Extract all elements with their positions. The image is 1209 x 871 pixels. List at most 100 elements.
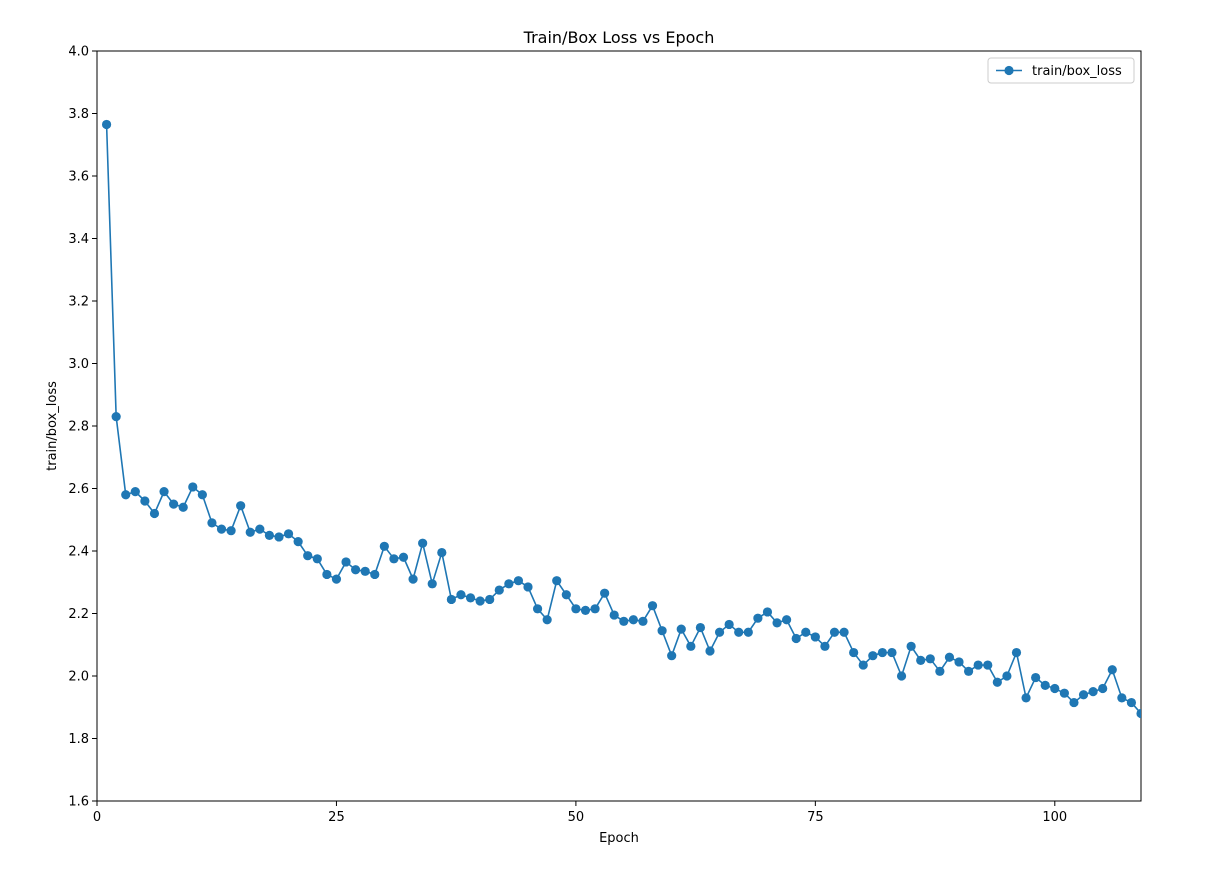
- data-point: [312, 554, 322, 564]
- data-point: [849, 647, 859, 658]
- data-point: [494, 585, 504, 595]
- x-axis-title: Epoch: [599, 831, 639, 846]
- data-point: [647, 601, 658, 611]
- data-point: [513, 576, 524, 586]
- data-point: [418, 538, 428, 548]
- data-point: [810, 632, 820, 642]
- x-tick-label: 100: [1042, 810, 1067, 825]
- data-point: [427, 579, 437, 589]
- data-point: [1021, 693, 1031, 703]
- data-point: [465, 593, 476, 603]
- data-point: [1136, 708, 1141, 719]
- data-point: [743, 627, 753, 637]
- data-point: [561, 590, 571, 600]
- data-point: [762, 607, 773, 617]
- data-point: [686, 641, 696, 651]
- data-point: [408, 574, 418, 584]
- x-tick-label: 25: [328, 810, 345, 825]
- data-point: [1088, 687, 1098, 697]
- data-point: [111, 412, 121, 422]
- data-point: [149, 508, 160, 519]
- data-point: [590, 604, 600, 614]
- data-point: [1059, 688, 1069, 698]
- series-group: [101, 119, 1141, 719]
- data-point: [475, 596, 485, 606]
- data-point: [724, 619, 734, 630]
- y-tick-label: 1.6: [68, 795, 89, 810]
- data-point: [245, 527, 255, 537]
- data-point: [801, 627, 811, 637]
- y-tick-label: 3.6: [68, 170, 89, 185]
- data-point: [600, 588, 610, 598]
- legend-label: train/box_loss: [1032, 64, 1122, 79]
- data-point: [1117, 693, 1127, 703]
- data-point: [916, 655, 926, 665]
- data-point: [236, 501, 246, 511]
- x-tick-label: 50: [568, 810, 585, 825]
- x-axis: 0 25 50 75 100: [93, 801, 1067, 825]
- data-point: [829, 627, 840, 637]
- y-tick-label: 2.6: [68, 482, 89, 497]
- data-point: [379, 541, 389, 551]
- data-point: [657, 626, 667, 636]
- data-point: [714, 627, 725, 637]
- data-point: [772, 618, 782, 628]
- data-point: [101, 119, 112, 130]
- data-point: [437, 547, 447, 558]
- data-point: [580, 605, 591, 615]
- data-point: [877, 647, 887, 658]
- data-point: [398, 552, 409, 562]
- data-point: [753, 613, 763, 623]
- data-point: [734, 627, 744, 637]
- data-point: [169, 499, 179, 509]
- data-point: [1002, 671, 1012, 681]
- data-point: [839, 627, 849, 637]
- data-point: [944, 652, 955, 662]
- y-tick-label: 3.2: [68, 295, 89, 310]
- data-point: [130, 487, 140, 497]
- data-point: [1050, 683, 1060, 694]
- y-tick-label: 3.8: [68, 107, 89, 122]
- data-point: [868, 651, 878, 661]
- y-axis: 1.6 1.8 2.0 2.2 2.4 2.6 2.8 3.0 3.2 3.4 3.6 3.8 4.0: [68, 45, 97, 810]
- data-point: [782, 615, 792, 625]
- data-point: [619, 616, 629, 626]
- data-point: [628, 615, 638, 625]
- data-point: [331, 574, 342, 584]
- data-point: [791, 633, 801, 644]
- legend-box: [987, 57, 1135, 84]
- data-point: [1069, 697, 1079, 708]
- data-point: [226, 526, 236, 536]
- data-point: [820, 641, 830, 651]
- data-point: [705, 646, 715, 656]
- legend-marker: [1004, 65, 1014, 76]
- data-point: [1011, 647, 1022, 658]
- y-tick-label: 4.0: [68, 45, 89, 60]
- y-tick-label: 2.4: [68, 545, 89, 560]
- data-point: [351, 565, 361, 575]
- data-point: [638, 616, 648, 626]
- legend: train/box_loss: [987, 57, 1135, 84]
- x-tick-label: 75: [807, 810, 824, 825]
- data-point: [973, 660, 983, 670]
- data-point: [983, 660, 993, 670]
- data-point: [925, 654, 935, 664]
- data-point: [1098, 683, 1108, 694]
- data-point: [485, 594, 495, 605]
- data-point: [1107, 665, 1117, 675]
- data-point: [1078, 690, 1089, 700]
- y-tick-label: 1.8: [68, 732, 89, 747]
- data-point: [676, 624, 686, 634]
- data-point: [1031, 672, 1041, 683]
- data-point: [197, 490, 207, 500]
- data-point: [264, 530, 275, 540]
- data-point: [255, 524, 265, 534]
- data-point: [121, 490, 131, 500]
- data-point: [523, 582, 533, 592]
- data-point: [389, 554, 399, 564]
- data-point: [446, 594, 456, 605]
- y-tick-label: 2.2: [68, 607, 89, 622]
- y-axis-title: train/box_loss: [45, 381, 60, 471]
